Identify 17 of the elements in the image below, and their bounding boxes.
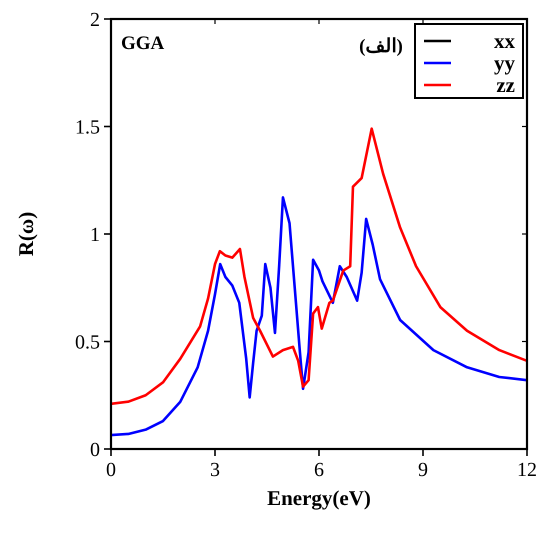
y-axis-title: R(ω) <box>14 212 38 256</box>
x-tick-label: 0 <box>106 459 116 481</box>
y-tick-label: 0.5 <box>75 332 100 354</box>
x-axis-title: Energy(eV) <box>267 486 371 510</box>
x-tick-label: 6 <box>314 459 324 481</box>
annotation: (الف) <box>359 36 403 57</box>
y-tick-label: 0 <box>90 439 100 461</box>
y-tick-label: 1.5 <box>75 116 100 138</box>
legend-label: xx <box>494 29 516 53</box>
y-tick-label: 1 <box>90 224 100 246</box>
x-tick-label: 3 <box>210 459 220 481</box>
annotation: GGA <box>121 33 165 54</box>
y-tick-label: 2 <box>90 9 100 31</box>
legend-label: yy <box>494 51 516 75</box>
x-tick-label: 12 <box>517 459 537 481</box>
legend-label: zz <box>496 73 515 97</box>
x-tick-label: 9 <box>418 459 428 481</box>
